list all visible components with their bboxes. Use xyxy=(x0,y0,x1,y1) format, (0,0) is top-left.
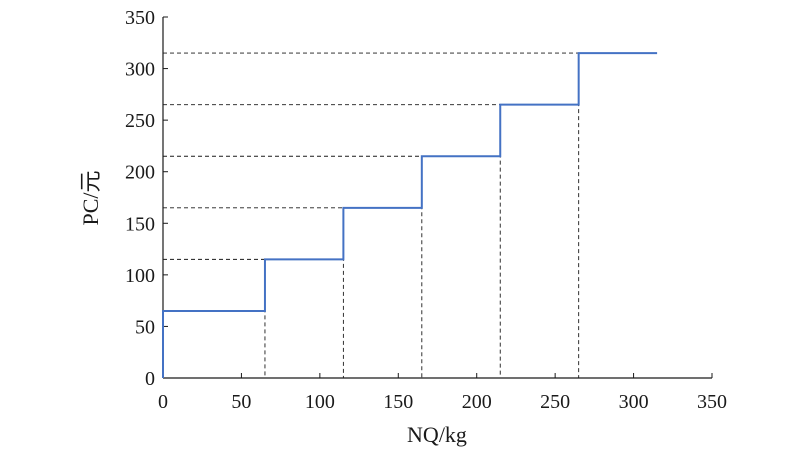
x-tick-label: 200 xyxy=(462,391,492,413)
y-tick-label: 100 xyxy=(125,265,155,287)
x-tick-label: 0 xyxy=(158,391,168,413)
x-tick-label: 100 xyxy=(305,391,335,413)
y-axis-title: PC/元 xyxy=(78,170,103,225)
y-tick-label: 250 xyxy=(125,110,155,132)
x-tick-label: 250 xyxy=(540,391,570,413)
axes xyxy=(162,17,712,379)
y-tick-label: 150 xyxy=(125,213,155,235)
y-tick-label: 0 xyxy=(145,368,155,390)
y-tick-label: 50 xyxy=(135,316,155,338)
x-axis-title: NQ/kg xyxy=(407,422,467,447)
y-tick-label: 200 xyxy=(125,162,155,184)
x-tick-label: 300 xyxy=(619,391,649,413)
x-tick-label: 50 xyxy=(231,391,251,413)
x-tick-label: 350 xyxy=(697,391,727,413)
y-tick-label: 300 xyxy=(125,59,155,81)
x-axis-ticks: 0 50 100 150 200 250 300 350 xyxy=(158,373,727,413)
guide-lines xyxy=(163,52,580,378)
x-tick-label: 150 xyxy=(383,391,413,413)
series-layer xyxy=(162,52,658,379)
series-step-line xyxy=(162,52,658,378)
y-tick-label: 350 xyxy=(125,7,155,29)
y-axis-ticks: 0 50 100 150 200 250 300 350 xyxy=(125,7,168,390)
